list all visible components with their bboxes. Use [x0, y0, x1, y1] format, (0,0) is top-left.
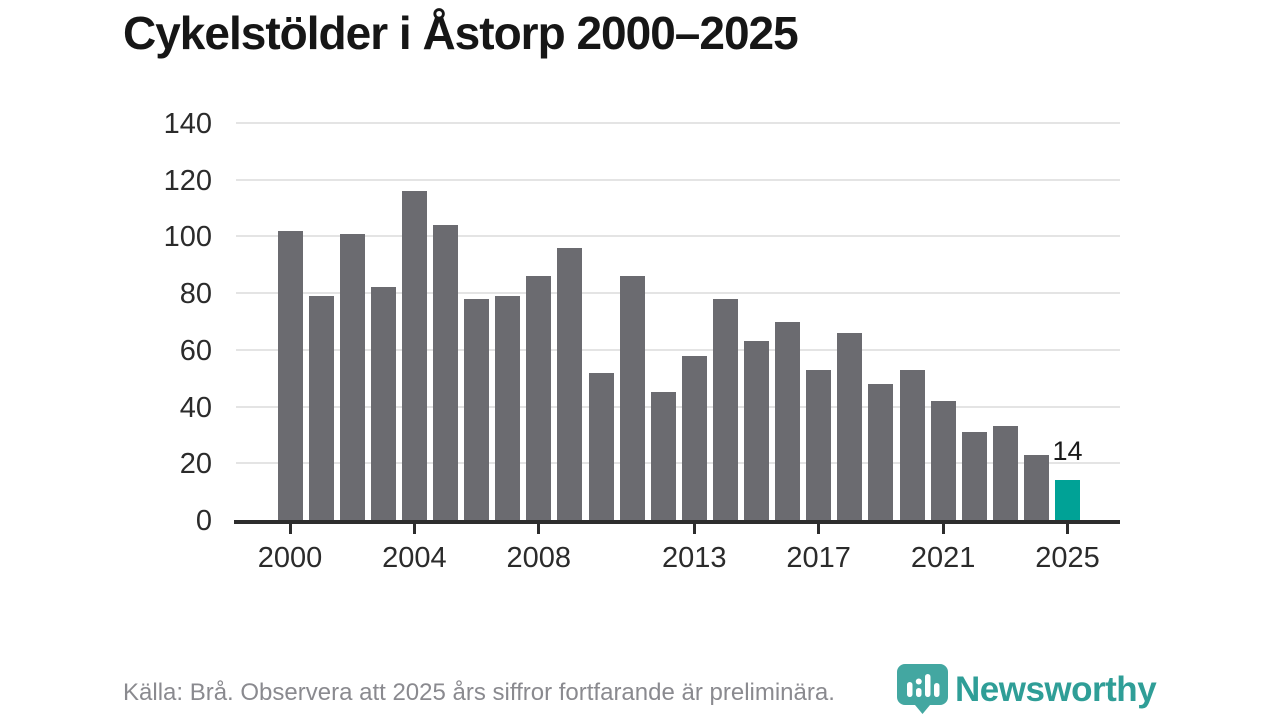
gridline-y-60: [236, 348, 1120, 351]
x-axis-tick-2000: [288, 524, 292, 534]
x-axis-tick-2025: [1066, 524, 1069, 534]
gridline-y-140: [236, 122, 1120, 124]
bar-2001: [308, 295, 334, 520]
bar-2024: [1023, 454, 1049, 520]
x-axis-label-2004: 2004: [382, 542, 447, 574]
gridline-y-80: [236, 292, 1120, 295]
bar-2011: [619, 276, 645, 520]
bar-2000: [277, 230, 303, 520]
y-axis-label-40: 40: [179, 391, 212, 424]
chart: 14 0 20 40 60 80 100 120 140 2000 2004 2008 2013 201…: [0, 108, 1280, 603]
x-axis-label-2025: 2025: [1035, 542, 1100, 574]
bar-2015: [744, 341, 769, 520]
bar-2010: [588, 372, 614, 520]
y-axis-label-80: 80: [179, 278, 212, 311]
bar-value-annotation: 14: [1052, 436, 1083, 467]
x-axis-label-2017: 2017: [786, 542, 851, 574]
bar-2009: [557, 247, 583, 520]
x-axis-label-2021: 2021: [910, 542, 976, 574]
x-axis-label-2000: 2000: [257, 542, 323, 574]
newsworthy-logo-text: Newsworthy: [955, 670, 1157, 709]
bar-2019: [868, 383, 894, 520]
bar-2020: [899, 369, 925, 520]
bar-2016: [775, 321, 801, 520]
x-axis-tick-2008: [537, 524, 541, 534]
bar-2013: [681, 355, 707, 520]
bar-2008: [526, 276, 552, 520]
bar-2017: [806, 369, 832, 520]
bar-2018: [837, 332, 863, 520]
bar-2023: [992, 426, 1018, 520]
newsworthy-logo: Newsworthy: [896, 663, 1157, 715]
gridline-y-20: [236, 462, 1120, 465]
bar-2021: [930, 400, 956, 520]
newsworthy-logo-icon: [897, 664, 948, 714]
bar-2022: [961, 432, 987, 520]
x-axis-tick-2017: [817, 524, 821, 534]
bar-2003: [370, 287, 396, 520]
x-axis-label-2013: 2013: [662, 542, 727, 574]
plot-area: 14: [234, 122, 1120, 534]
bar-2012: [650, 392, 676, 520]
x-axis-tick-2004: [412, 524, 416, 534]
x-axis-label-2008: 2008: [506, 542, 572, 574]
bar-2007: [495, 295, 521, 520]
bar-2006: [464, 298, 490, 520]
bar-2025: [1055, 480, 1080, 520]
source-note: Källa: Brå. Observera att 2025 års siffr…: [123, 679, 835, 706]
y-axis-label-20: 20: [179, 448, 212, 481]
y-axis-label-140: 140: [163, 108, 212, 140]
bar-2002: [339, 233, 365, 520]
bar-2014: [712, 298, 738, 520]
x-axis-tick-2013: [692, 524, 696, 534]
bar-2005: [433, 225, 458, 520]
y-axis-label-120: 120: [163, 164, 212, 197]
y-axis-label-0: 0: [195, 505, 212, 537]
chart-title: Cykelstölder i Åstorp 2000–2025: [123, 7, 799, 59]
y-axis-label-100: 100: [163, 221, 212, 254]
bar-2004: [401, 191, 427, 520]
gridline-y-100: [236, 235, 1120, 238]
gridline-y-120: [236, 178, 1120, 181]
x-axis-tick-2021: [941, 524, 945, 534]
y-axis-label-60: 60: [179, 334, 212, 367]
gridline-y-40: [236, 405, 1120, 408]
